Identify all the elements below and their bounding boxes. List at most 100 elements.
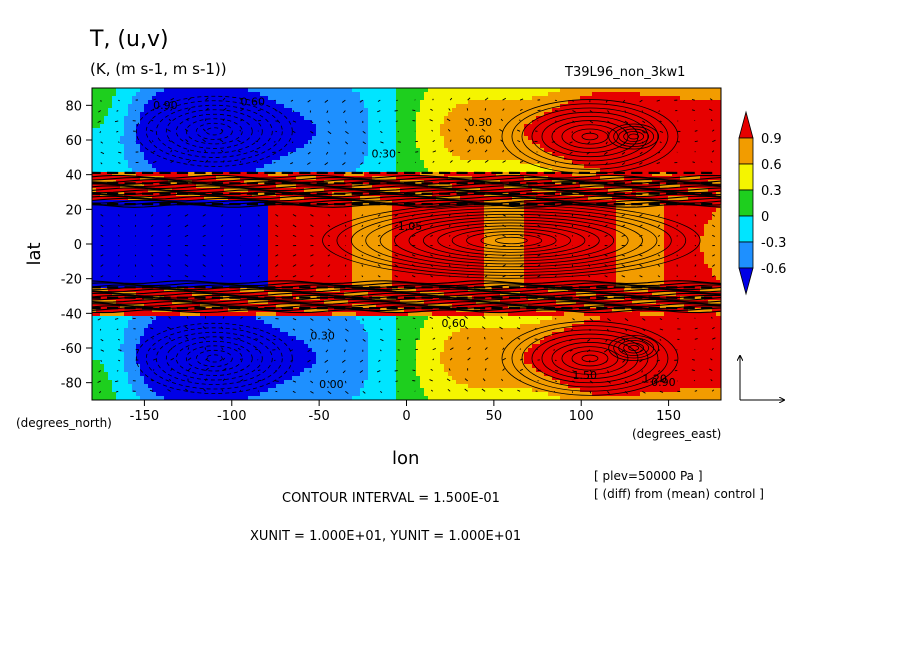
field-cell bbox=[148, 100, 153, 105]
field-cell bbox=[176, 116, 181, 121]
field-cell bbox=[312, 272, 317, 277]
field-cell bbox=[244, 360, 249, 365]
field-cell bbox=[204, 252, 209, 257]
field-cell bbox=[232, 312, 237, 317]
field-cell bbox=[124, 244, 129, 249]
field-cell bbox=[304, 348, 309, 353]
field-cell bbox=[136, 216, 141, 221]
field-cell bbox=[116, 124, 121, 129]
field-cell bbox=[324, 88, 329, 93]
field-cell bbox=[216, 384, 221, 389]
field-cell bbox=[304, 332, 309, 337]
field-cell bbox=[112, 320, 117, 325]
field-cell bbox=[320, 388, 325, 393]
field-cell bbox=[236, 160, 241, 165]
field-cell bbox=[116, 188, 121, 193]
field-cell bbox=[264, 224, 269, 229]
field-cell bbox=[328, 128, 333, 133]
field-cell bbox=[180, 280, 185, 285]
field-cell bbox=[300, 324, 305, 329]
field-cell bbox=[140, 236, 145, 241]
field-cell bbox=[104, 276, 109, 281]
field-cell bbox=[180, 168, 185, 173]
field-cell bbox=[264, 92, 269, 97]
field-cell bbox=[96, 396, 101, 400]
field-cell bbox=[108, 160, 113, 165]
field-cell bbox=[260, 208, 265, 213]
field-cell bbox=[168, 140, 173, 145]
field-cell bbox=[272, 396, 277, 400]
field-cell bbox=[208, 320, 213, 325]
field-cell bbox=[320, 268, 325, 273]
field-cell bbox=[272, 340, 277, 345]
field-cell bbox=[148, 216, 153, 221]
field-cell bbox=[220, 372, 225, 377]
field-cell bbox=[260, 316, 265, 321]
field-cell bbox=[108, 132, 113, 137]
field-cell bbox=[136, 320, 141, 325]
field-cell bbox=[132, 332, 137, 337]
field-cell bbox=[148, 264, 153, 269]
field-cell bbox=[300, 328, 305, 333]
field-cell bbox=[168, 172, 173, 177]
field-cell bbox=[148, 236, 153, 241]
field-cell bbox=[224, 316, 229, 321]
field-cell bbox=[144, 280, 149, 285]
field-cell bbox=[136, 220, 141, 225]
field-cell bbox=[264, 388, 269, 393]
field-cell bbox=[140, 392, 145, 397]
field-cell bbox=[276, 320, 281, 325]
field-cell bbox=[240, 300, 245, 305]
field-cell bbox=[264, 168, 269, 173]
field-cell bbox=[340, 256, 345, 261]
field-cell bbox=[316, 208, 321, 213]
field-cell bbox=[324, 172, 329, 177]
field-cell bbox=[172, 220, 177, 225]
field-cell bbox=[216, 148, 221, 153]
field-cell bbox=[184, 100, 189, 105]
field-cell bbox=[296, 320, 301, 325]
field-cell bbox=[220, 364, 225, 369]
field-cell bbox=[184, 380, 189, 385]
field-cell bbox=[300, 392, 305, 397]
field-cell bbox=[272, 164, 277, 169]
field-cell bbox=[132, 336, 137, 341]
field-cell bbox=[132, 172, 137, 177]
field-cell bbox=[204, 140, 209, 145]
field-cell bbox=[104, 340, 109, 345]
field-cell bbox=[228, 356, 233, 361]
field-cell bbox=[112, 108, 117, 113]
field-cell bbox=[268, 132, 273, 137]
field-cell bbox=[296, 164, 301, 169]
field-cell bbox=[120, 384, 125, 389]
field-cell bbox=[212, 316, 217, 321]
field-cell bbox=[108, 188, 113, 193]
field-cell bbox=[116, 120, 121, 125]
field-cell bbox=[196, 152, 201, 157]
field-cell bbox=[340, 148, 345, 153]
field-cell bbox=[168, 276, 173, 281]
field-cell bbox=[256, 328, 261, 333]
field-cell bbox=[248, 376, 253, 381]
field-cell bbox=[140, 208, 145, 213]
field-cell bbox=[208, 332, 213, 337]
field-cell bbox=[268, 156, 273, 161]
field-cell bbox=[120, 148, 125, 153]
field-cell bbox=[132, 352, 137, 357]
field-cell bbox=[252, 228, 257, 233]
field-cell bbox=[168, 368, 173, 373]
field-cell bbox=[100, 240, 105, 245]
field-cell bbox=[216, 228, 221, 233]
field-cell bbox=[100, 260, 105, 265]
field-cell bbox=[308, 124, 313, 129]
field-cell bbox=[308, 260, 313, 265]
field-cell bbox=[276, 144, 281, 149]
field-cell bbox=[132, 372, 137, 377]
field-cell bbox=[100, 172, 105, 177]
field-cell bbox=[308, 196, 313, 201]
field-cell bbox=[332, 256, 337, 261]
field-cell bbox=[116, 104, 121, 109]
field-cell bbox=[336, 208, 341, 213]
field-cell bbox=[224, 244, 229, 249]
field-cell bbox=[164, 352, 169, 357]
